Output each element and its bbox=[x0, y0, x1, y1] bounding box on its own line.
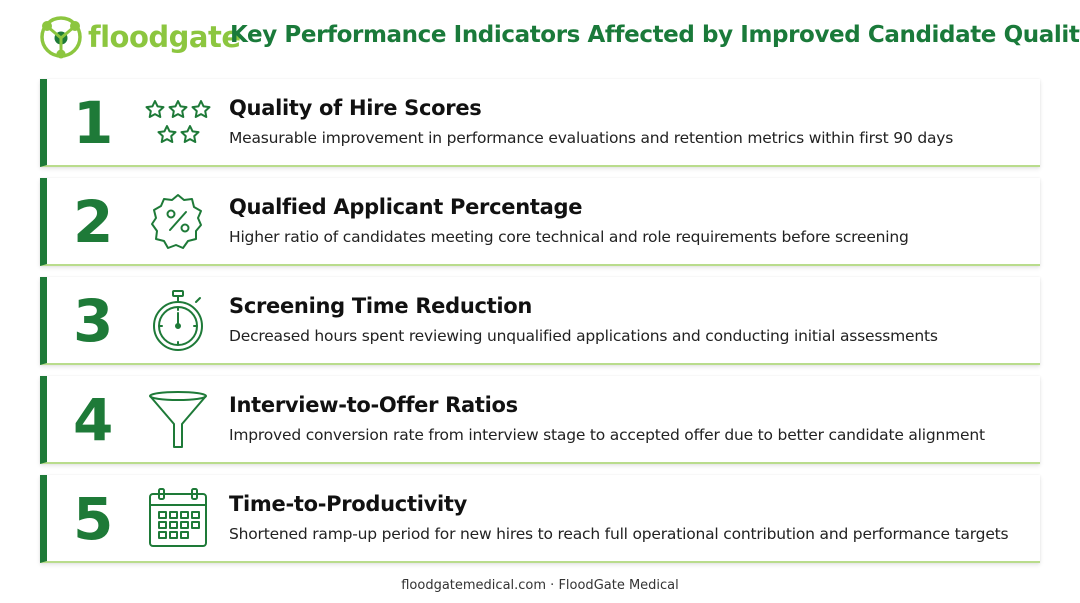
funnel-icon bbox=[143, 388, 213, 452]
percent-badge-icon bbox=[143, 190, 213, 254]
kpi-card-1: 1 Quality of Hire Scores Measurable impr… bbox=[40, 79, 1040, 167]
kpi-card-5: 5 Time-to-Productivity Shortene bbox=[40, 475, 1040, 563]
footer-credit: floodgatemedical.com · FloodGate Medical bbox=[401, 578, 679, 593]
brand-name: floodgate bbox=[88, 20, 241, 54]
kpi-card-2: 2 Qualfied Applicant Percentage Higher r… bbox=[40, 178, 1040, 266]
kpi-number: 1 bbox=[73, 89, 114, 157]
kpi-description: Higher ratio of candidates meeting core … bbox=[229, 228, 909, 246]
calendar-icon bbox=[143, 487, 213, 551]
kpi-number: 5 bbox=[73, 485, 114, 553]
kpi-card-3: 3 Screening Time Reduction Decreased hou… bbox=[40, 277, 1040, 365]
kpi-description: Measurable improvement in performance ev… bbox=[229, 129, 954, 147]
kpi-description: Shortened ramp-up period for new hires t… bbox=[229, 525, 1009, 543]
kpi-title: Screening Time Reduction bbox=[229, 294, 533, 318]
page-title: Key Performance Indicators Affected by I… bbox=[230, 22, 1080, 48]
network-node-logo-icon bbox=[40, 16, 82, 59]
kpi-number: 2 bbox=[73, 188, 114, 256]
kpi-title: Quality of Hire Scores bbox=[229, 96, 482, 120]
header: floodgate Key Performance Indicators Aff… bbox=[0, 0, 1080, 78]
kpi-title: Interview-to-Offer Ratios bbox=[229, 393, 518, 417]
stopwatch-icon bbox=[143, 289, 213, 353]
kpi-card-4: 4 Interview-to-Offer Ratios Improved con… bbox=[40, 376, 1040, 464]
stars-icon bbox=[143, 91, 213, 155]
kpi-description: Improved conversion rate from interview … bbox=[229, 426, 985, 444]
kpi-number: 4 bbox=[73, 386, 114, 454]
kpi-title: Time-to-Productivity bbox=[229, 492, 468, 516]
kpi-description: Decreased hours spent reviewing unqualif… bbox=[229, 327, 938, 345]
brand-logo[interactable]: floodgate bbox=[38, 14, 241, 60]
kpi-number: 3 bbox=[73, 287, 114, 355]
kpi-title: Qualfied Applicant Percentage bbox=[229, 195, 583, 219]
